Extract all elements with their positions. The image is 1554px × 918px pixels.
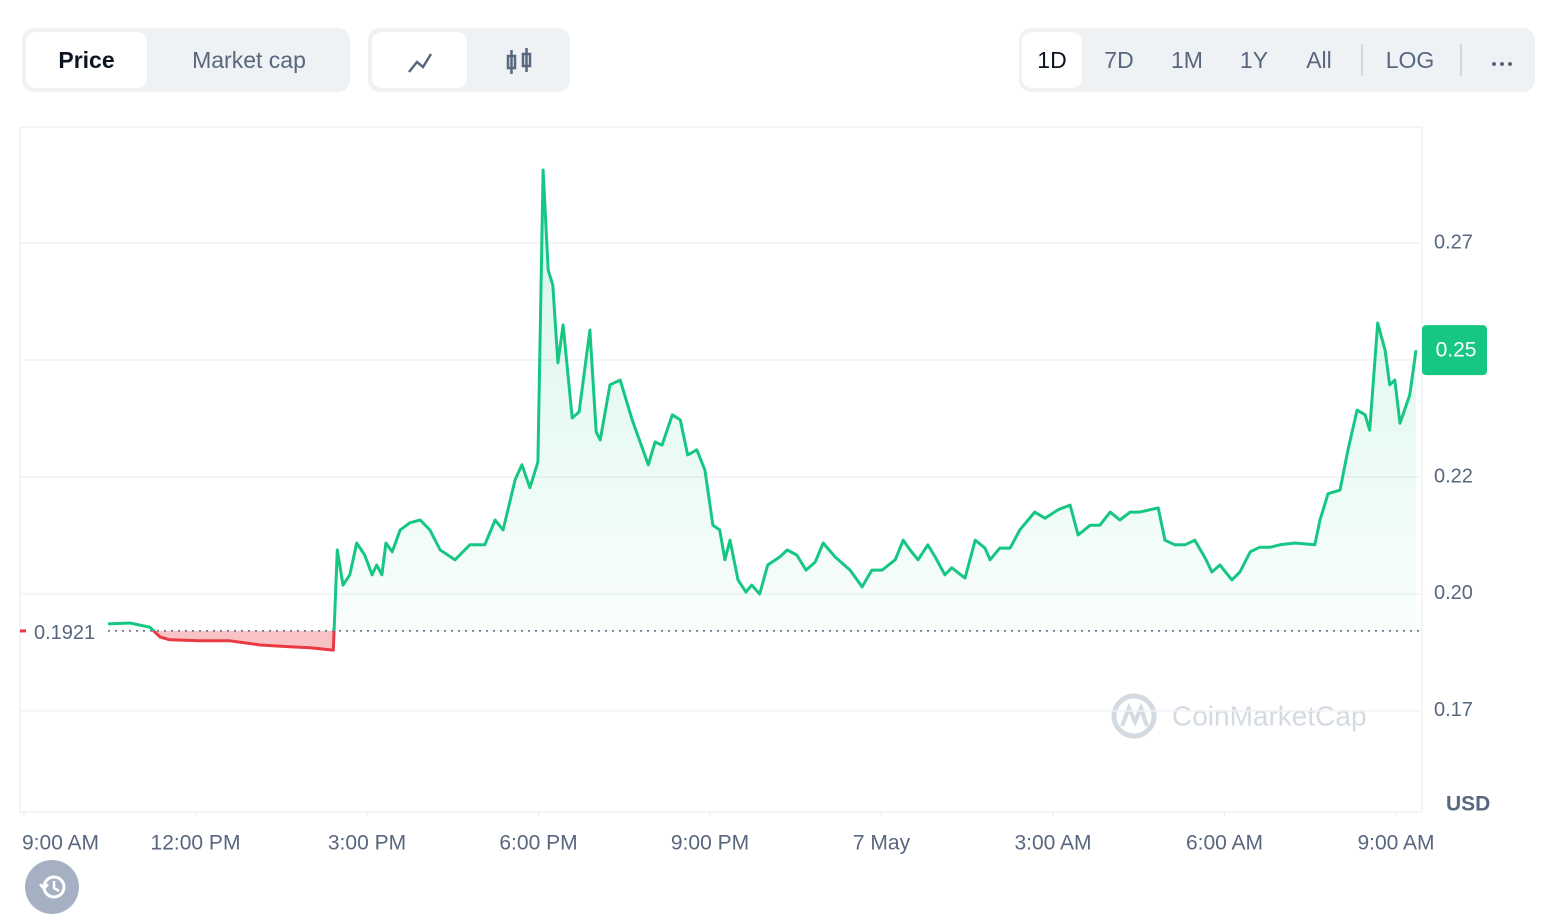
- more-icon: [1492, 62, 1512, 66]
- area-up: [108, 170, 1416, 631]
- currency-label: USD: [1446, 793, 1490, 816]
- more-button[interactable]: [1474, 32, 1530, 88]
- x-tick-label: 9:00 AM: [1357, 832, 1434, 855]
- last-price-label: 0.25: [1436, 339, 1477, 362]
- x-tick-label: 6:00 PM: [499, 832, 577, 855]
- range-button[interactable]: 1D: [1022, 32, 1082, 88]
- x-tick-label: 9:00 AM: [22, 832, 99, 855]
- log-button[interactable]: LOG: [1385, 47, 1435, 73]
- line-style-button[interactable]: [372, 32, 467, 88]
- y-tick-label: 0.27: [1434, 231, 1473, 253]
- range-group: 1D 7D 1M 1Y All LOG: [1019, 28, 1535, 92]
- separator: [1361, 44, 1363, 76]
- y-tick-label: 0.20: [1434, 582, 1473, 604]
- price-line: [107, 168, 1418, 652]
- range-button[interactable]: All: [1306, 47, 1332, 73]
- x-tick-label: 9:00 PM: [671, 832, 749, 855]
- x-tick-label: 12:00 PM: [151, 832, 241, 855]
- candle-icon: [506, 48, 532, 74]
- x-tick-label: 3:00 AM: [1014, 832, 1091, 855]
- tab[interactable]: Market cap: [192, 47, 306, 73]
- x-tick-label: 3:00 PM: [328, 832, 406, 855]
- history-button[interactable]: [25, 860, 79, 914]
- range-button[interactable]: 1Y: [1239, 47, 1269, 73]
- baseline-label: 0.1921: [34, 622, 95, 644]
- separator: [1460, 44, 1462, 76]
- range-button[interactable]: 1M: [1171, 47, 1203, 73]
- watermark-text: CoinMarketCap: [1172, 700, 1367, 731]
- last-price-badge: [1422, 325, 1487, 376]
- y-tick-label: 0.22: [1434, 465, 1473, 487]
- tab-group: Price Market cap: [22, 28, 350, 92]
- x-tick-label: 6:00 AM: [1186, 832, 1263, 855]
- range-button[interactable]: 7D: [1104, 47, 1134, 73]
- x-tick-label: 7 May: [853, 832, 911, 855]
- tab[interactable]: Price: [26, 32, 147, 88]
- watermark: CoinMarketCap: [1111, 693, 1367, 739]
- line-icon: [408, 53, 433, 73]
- y-tick-label: 0.17: [1434, 699, 1473, 721]
- candle-style-button[interactable]: [471, 32, 566, 88]
- chart-style-group: [368, 28, 570, 92]
